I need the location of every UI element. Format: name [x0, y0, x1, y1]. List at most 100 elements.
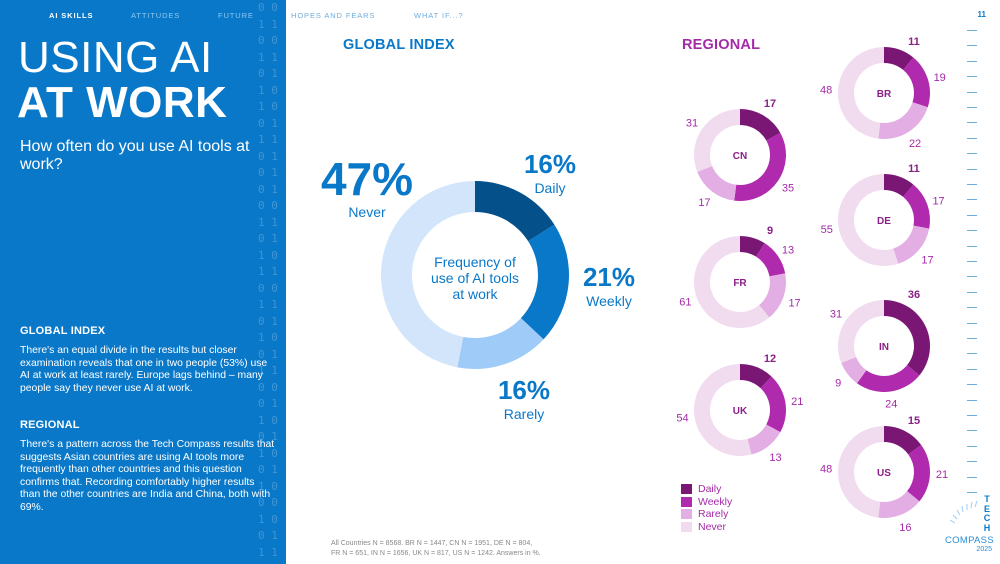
ruler-tick: [967, 445, 977, 447]
ruler-tick: [967, 384, 977, 386]
ruler-tick: [967, 322, 977, 324]
ruler-tick: [967, 137, 977, 139]
us-slice-rarely: [878, 491, 920, 518]
us-value-rarely: 16: [899, 522, 911, 534]
global-value-weekly: 21%: [583, 262, 635, 292]
ruler-tick: [967, 91, 977, 93]
page-subtitle: How often do you use AI tools at work?: [20, 138, 250, 173]
legend-label-rarely: Rarely: [698, 508, 729, 521]
fr-value-rarely: 17: [788, 298, 800, 310]
donut-de: DE 11 17 17 55: [821, 163, 945, 266]
donut-us: US 15 21 16 48: [820, 415, 948, 534]
ruler-decoration: [967, 30, 979, 500]
ruler-tick: [967, 60, 977, 62]
donut-cn: CN 17 35 17 31: [686, 98, 794, 209]
nav-attitudes[interactable]: ATTITUDES: [131, 11, 181, 20]
ruler-tick: [967, 45, 977, 47]
global-category-never: Never: [348, 204, 386, 220]
de-value-weekly: 17: [932, 195, 944, 207]
logo-compass-text: COMPASS: [945, 535, 994, 546]
br-slice-rarely: [878, 102, 928, 139]
binary-decoration: 0 0 1 1 0 0 1 1 0 1 1 0 1 0 0 1 1 1 0 1 …: [258, 1, 278, 559]
fr-slice-never: [694, 236, 770, 328]
donut-country-label: BR: [877, 89, 892, 100]
top-navigation: AI SKILLS ATTITUDES FUTURE HOPES AND FEA…: [0, 0, 560, 30]
legend-swatch-never: [681, 521, 692, 532]
in-value-weekly: 24: [885, 399, 897, 411]
ruler-tick: [967, 214, 977, 216]
uk-slice-weekly: [760, 376, 787, 433]
cn-slice-weekly: [734, 132, 787, 202]
global-category-weekly: Weekly: [586, 293, 632, 309]
ruler-tick: [967, 291, 977, 293]
regional-text: There's a pattern across the Tech Compas…: [20, 439, 275, 513]
donut-country-label: US: [877, 468, 891, 479]
page-title-line1: USING AI: [18, 33, 213, 82]
ruler-tick: [967, 122, 977, 124]
global-category-rarely: Rarely: [504, 406, 544, 422]
in-slice-daily: [884, 300, 931, 376]
ruler-tick: [967, 230, 977, 232]
global-slice-weekly: [520, 224, 569, 340]
global-donut-chart: Frequency of use of AI tools at work 16%Dai…: [321, 149, 635, 422]
us-value-weekly: 21: [936, 469, 948, 481]
ruler-tick: [967, 399, 977, 401]
fr-value-daily: 9: [767, 225, 773, 237]
left-panel: 0 0 1 1 0 0 1 1 0 1 1 0 1 0 0 1 1 1 0 1 …: [0, 0, 286, 564]
ruler-tick: [967, 107, 977, 108]
global-index-heading: GLOBAL INDEX: [20, 325, 106, 337]
ruler-tick: [967, 261, 977, 262]
de-slice-never: [838, 174, 899, 266]
us-value-daily: 15: [908, 415, 920, 427]
donut-fr: FR 9 13 17 61: [679, 225, 801, 328]
in-slice-weekly: [856, 365, 920, 392]
global-center-label: Frequency of use of AI tools at work: [431, 254, 519, 302]
fr-value-weekly: 13: [782, 244, 794, 256]
footnote-line1: All Countries N = 8568. BR N = 1447, CN …: [331, 540, 533, 547]
global-slice-daily: [475, 181, 555, 242]
nav-ai-skills[interactable]: AI SKILLS: [49, 11, 94, 20]
global-category-daily: Daily: [534, 180, 565, 196]
donut-br: BR 11 19 22 48: [820, 36, 946, 150]
de-slice-weekly: [903, 184, 931, 229]
cn-value-rarely: 17: [698, 197, 710, 209]
ruler-tick: [967, 168, 977, 170]
donut-country-label: DE: [877, 216, 891, 227]
br-value-rarely: 22: [909, 138, 921, 150]
cn-value-daily: 17: [764, 98, 776, 110]
ruler-tick: [967, 276, 977, 278]
in-slice-never: [838, 300, 884, 363]
de-value-never: 55: [821, 224, 833, 236]
ruler-tick: [967, 368, 977, 370]
ruler-tick: [967, 492, 977, 493]
donut-uk: UK 12 21 13 54: [676, 353, 803, 464]
nav-hopes-and-fears[interactable]: HOPES AND FEARS: [291, 11, 376, 20]
br-value-never: 48: [820, 84, 832, 96]
nav-future[interactable]: FUTURE: [218, 11, 254, 20]
us-value-never: 48: [820, 463, 832, 475]
us-slice-daily: [884, 426, 922, 455]
legend-item-never: Never: [681, 521, 732, 534]
compass-rays-icon: [949, 500, 978, 524]
ruler-tick: [967, 353, 977, 355]
ruler-tick: [967, 476, 977, 478]
in-value-daily: 36: [908, 289, 920, 301]
ruler-tick: [967, 184, 977, 185]
global-index-text: There's an equal divide in the results b…: [20, 345, 268, 394]
cn-slice-rarely: [697, 166, 737, 201]
br-value-daily: 11: [908, 36, 920, 48]
legend-label-never: Never: [698, 520, 727, 533]
ruler-tick: [967, 30, 977, 31]
regional-heading: REGIONAL: [20, 419, 80, 431]
uk-value-weekly: 21: [791, 396, 803, 408]
nav-what-if[interactable]: WHAT IF...?: [414, 11, 464, 20]
uk-slice-daily: [740, 364, 772, 389]
legend-item-rarely: Rarely: [681, 508, 732, 521]
us-slice-weekly: [907, 444, 931, 502]
legend-item-daily: Daily: [681, 483, 732, 496]
fr-slice-rarely: [759, 273, 787, 318]
global-value-daily: 16%: [524, 149, 576, 179]
fr-slice-daily: [740, 236, 765, 257]
uk-value-rarely: 13: [769, 452, 781, 464]
legend-label-daily: Daily: [698, 483, 722, 496]
